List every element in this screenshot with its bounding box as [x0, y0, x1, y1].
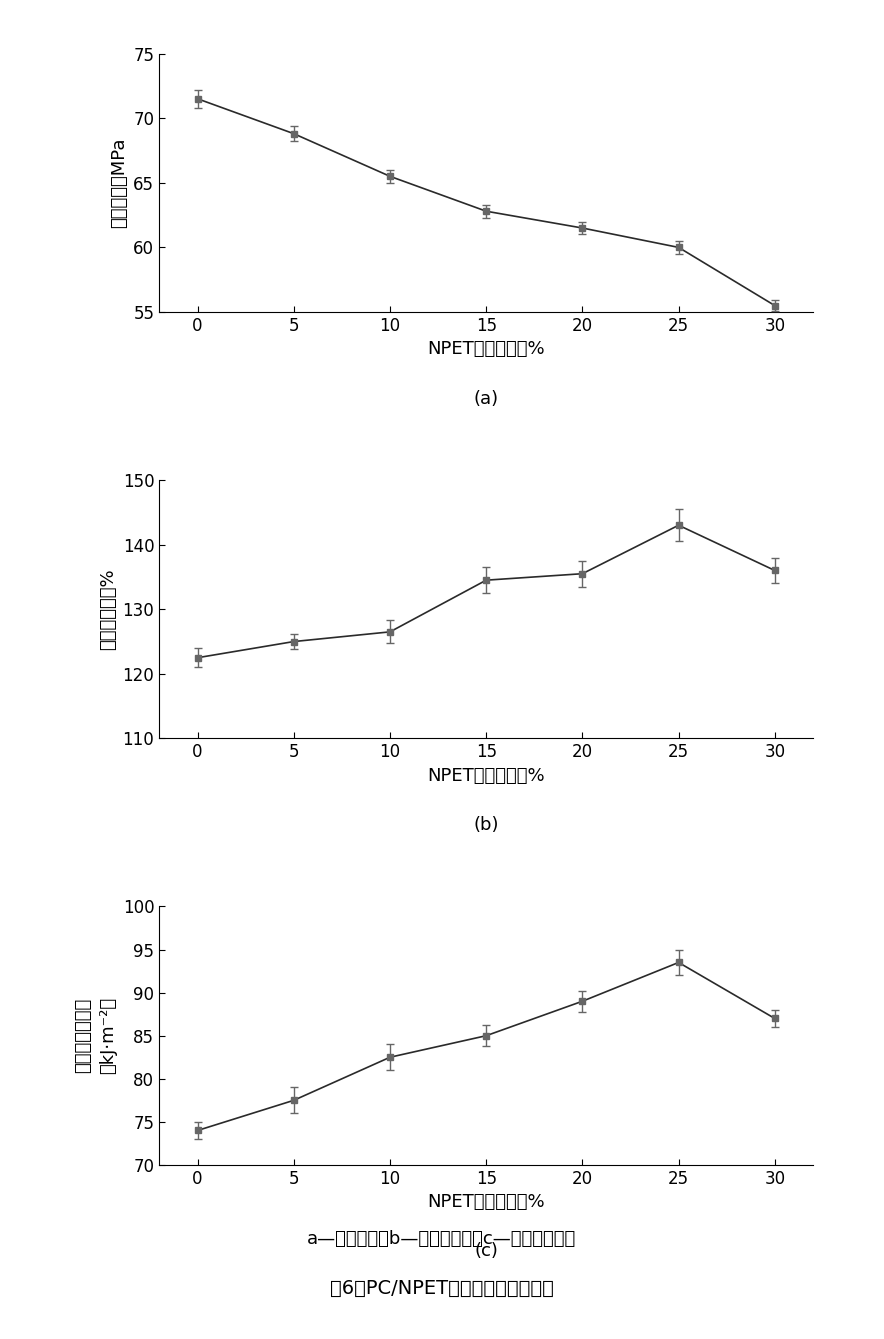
Y-axis label: 拉伸强度／MPa: 拉伸强度／MPa — [110, 138, 127, 228]
Text: (a): (a) — [474, 390, 499, 407]
X-axis label: NPET质量分数／%: NPET质量分数／% — [427, 340, 545, 359]
Y-axis label: 断裂伸长率／%: 断裂伸长率／% — [99, 569, 117, 649]
X-axis label: NPET质量分数／%: NPET质量分数／% — [427, 767, 545, 785]
Text: (c): (c) — [474, 1243, 499, 1260]
Y-axis label: 缺口冲击强度／
（kJ·m⁻²）: 缺口冲击强度／ （kJ·m⁻²） — [74, 998, 117, 1074]
X-axis label: NPET质量分数／%: NPET质量分数／% — [427, 1193, 545, 1212]
Text: 图6　PC/NPET复合材料的力学性能: 图6 PC/NPET复合材料的力学性能 — [330, 1279, 554, 1297]
Text: (b): (b) — [474, 815, 499, 834]
Text: a—拉伸强度；b—断裂伸长率；c—缺口冲击强度: a—拉伸强度；b—断裂伸长率；c—缺口冲击强度 — [308, 1229, 576, 1248]
